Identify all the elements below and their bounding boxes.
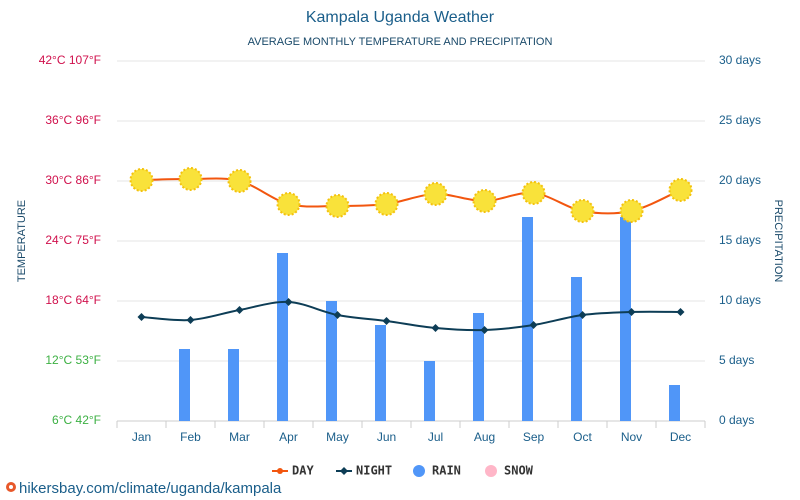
- sun: [129, 168, 154, 192]
- bar: [571, 277, 582, 421]
- y-tick-label: 42°C 107°F: [39, 53, 101, 67]
- x-tick-label: Sep: [523, 430, 545, 444]
- marker: [676, 308, 685, 316]
- y-tick-label: 36°C 96°F: [45, 113, 101, 127]
- y2-tick-label: 20 days: [719, 173, 761, 187]
- source-link[interactable]: hikersbay.com/climate/uganda/kampala: [19, 480, 282, 497]
- y2-tick-label: 25 days: [719, 113, 761, 127]
- x-tick-label: Feb: [180, 430, 201, 444]
- sun: [619, 199, 644, 223]
- bar: [473, 313, 484, 421]
- legend-swatch: [277, 468, 283, 474]
- legend-swatch: [485, 465, 497, 477]
- y-tick-label: 30°C 86°F: [45, 173, 101, 187]
- marker: [235, 306, 244, 314]
- legend-label: DAY: [292, 464, 314, 478]
- bar: [375, 325, 386, 421]
- weather-icon: [619, 199, 644, 223]
- weather-icon: [227, 169, 252, 193]
- y2-tick-label: 30 days: [719, 53, 761, 67]
- x-tick-label: Aug: [474, 430, 495, 444]
- x-tick-label: Oct: [573, 430, 592, 444]
- legend-label: NIGHT: [356, 464, 392, 478]
- x-tick-label: Dec: [670, 430, 691, 444]
- y-axis-label: TEMPERATURE: [16, 200, 28, 282]
- sun: [668, 178, 693, 202]
- y-tick-label: 18°C 64°F: [45, 293, 101, 307]
- marker: [578, 311, 587, 319]
- bar: [424, 361, 435, 421]
- y2-tick-label: 10 days: [719, 293, 761, 307]
- x-tick-label: Nov: [621, 430, 642, 444]
- y-tick-label: 6°C 42°F: [52, 413, 101, 427]
- sun: [570, 199, 595, 223]
- bar: [228, 349, 239, 421]
- line: [141, 300, 681, 332]
- marker: [137, 313, 146, 321]
- sun: [423, 182, 448, 206]
- legend-label: RAIN: [432, 464, 461, 478]
- y-tick-label: 24°C 75°F: [45, 233, 101, 247]
- sun: [521, 181, 546, 205]
- weather-icon: [570, 199, 595, 223]
- marker: [186, 316, 195, 324]
- weather-icon: [178, 167, 203, 191]
- y2-tick-label: 5 days: [719, 353, 754, 367]
- x-tick-label: Jan: [132, 430, 151, 444]
- y2-tick-label: 0 days: [719, 413, 754, 427]
- weather-icon: [325, 194, 350, 218]
- bar: [326, 301, 337, 421]
- chart-title: Kampala Uganda Weather: [306, 9, 495, 26]
- x-tick-label: May: [326, 430, 349, 444]
- weather-icon: [521, 181, 546, 205]
- marker: [431, 324, 440, 332]
- marker: [627, 308, 636, 316]
- sun: [276, 192, 301, 216]
- chart-subtitle: AVERAGE MONTHLY TEMPERATURE AND PRECIPIT…: [248, 36, 553, 48]
- legend-swatch: [413, 465, 425, 477]
- line: [141, 177, 681, 215]
- bar: [277, 253, 288, 421]
- marker: [529, 321, 538, 329]
- sun: [325, 194, 350, 218]
- y2-tick-label: 15 days: [719, 233, 761, 247]
- legend-swatch: [340, 467, 348, 475]
- x-tick-label: Jul: [428, 430, 443, 444]
- y-tick-label: 12°C 53°F: [45, 353, 101, 367]
- marker: [382, 317, 391, 325]
- bar: [179, 349, 190, 421]
- bar: [620, 217, 631, 421]
- sun: [227, 169, 252, 193]
- weather-icon: [129, 168, 154, 192]
- source-icon: [6, 482, 16, 492]
- bar: [522, 217, 533, 421]
- marker: [333, 311, 342, 319]
- x-tick-label: Jun: [377, 430, 396, 444]
- x-tick-label: Mar: [229, 430, 250, 444]
- bar: [669, 385, 680, 421]
- x-tick-label: Apr: [279, 430, 298, 444]
- sun: [374, 192, 399, 216]
- marker: [480, 326, 489, 334]
- weather-icon: [472, 189, 497, 213]
- y2-axis-label: PRECIPITATION: [772, 200, 784, 283]
- legend-label: SNOW: [504, 464, 534, 478]
- weather-icon: [276, 192, 301, 216]
- sun: [472, 189, 497, 213]
- weather-icon: [374, 192, 399, 216]
- weather-icon: [668, 178, 693, 202]
- sun: [178, 167, 203, 191]
- weather-icon: [423, 182, 448, 206]
- marker: [284, 298, 293, 306]
